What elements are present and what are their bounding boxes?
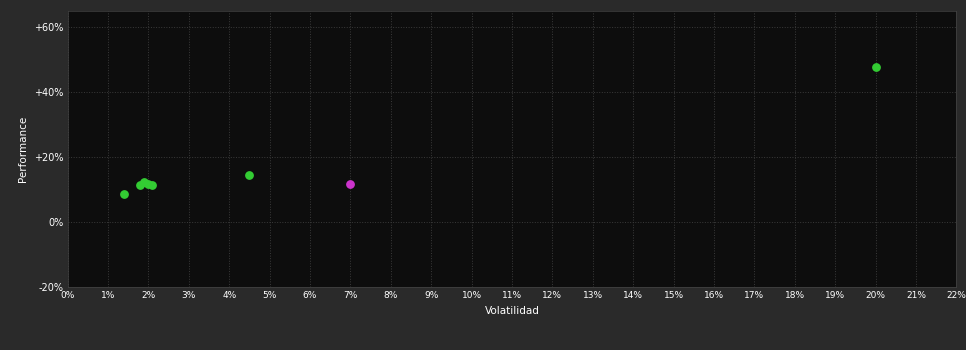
Point: [136, 180, 152, 185]
X-axis label: Volatilidad: Volatilidad: [485, 306, 539, 316]
Y-axis label: Performance: Performance: [18, 116, 28, 182]
Point: [867, 65, 883, 70]
Point: [132, 182, 148, 187]
Point: [145, 182, 160, 188]
Point: [117, 191, 132, 197]
Point: [242, 173, 257, 178]
Point: [343, 181, 358, 186]
Point: [141, 181, 156, 186]
